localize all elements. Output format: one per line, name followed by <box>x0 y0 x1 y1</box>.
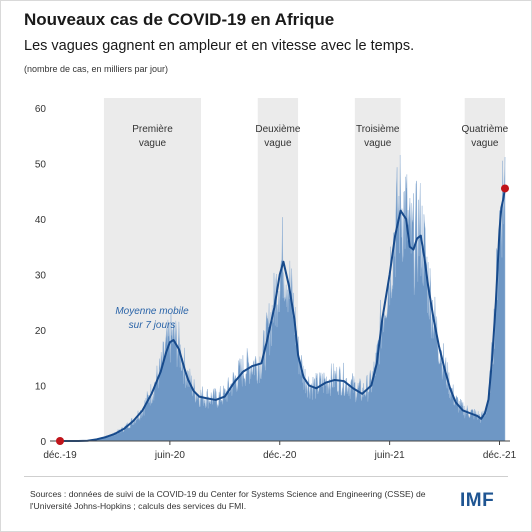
wave-label-4: vague <box>471 138 499 149</box>
sources-note: Sources : données de suivi de la COVID-1… <box>30 489 426 511</box>
moving-average-annotation: sur 7 jours <box>129 320 176 331</box>
moving-average-line <box>60 188 506 442</box>
footer-divider <box>24 476 508 477</box>
chart-subtitle: Les vagues gagnent en ampleur et en vite… <box>24 38 415 54</box>
chart-title: Nouveaux cas de COVID-19 en Afrique <box>24 10 335 29</box>
wave-label-1: Première <box>132 124 173 135</box>
x-tick-label: déc.-19 <box>43 450 77 461</box>
y-tick-label: 60 <box>35 104 47 115</box>
y-tick-label: 40 <box>35 215 47 226</box>
wave-label-2: Deuxième <box>255 124 300 135</box>
unit-note: (nombre de cas, en milliers par jour) <box>24 64 169 74</box>
y-tick-label: 20 <box>35 326 47 337</box>
imf-logo: IMF <box>460 490 495 511</box>
wave-label-1: vague <box>139 138 167 149</box>
y-tick-label: 10 <box>35 382 47 393</box>
x-tick-label: juin-21 <box>374 450 405 461</box>
end-marker <box>501 184 509 193</box>
y-tick-label: 0 <box>40 437 46 448</box>
wave-label-3: vague <box>364 138 392 149</box>
y-tick-label: 50 <box>35 160 47 171</box>
wave-label-4: Quatrième <box>462 124 509 135</box>
x-tick-label: déc.-20 <box>263 450 297 461</box>
x-tick-label: déc.-21 <box>483 450 517 461</box>
wave-label-2: vague <box>264 138 292 149</box>
wave-label-3: Troisième <box>356 124 400 135</box>
start-marker <box>56 437 64 445</box>
daily-cases-area <box>60 155 506 442</box>
x-tick-label: juin-20 <box>154 450 185 461</box>
moving-average-annotation: Moyenne mobile <box>115 306 189 317</box>
y-tick-label: 30 <box>35 271 47 282</box>
